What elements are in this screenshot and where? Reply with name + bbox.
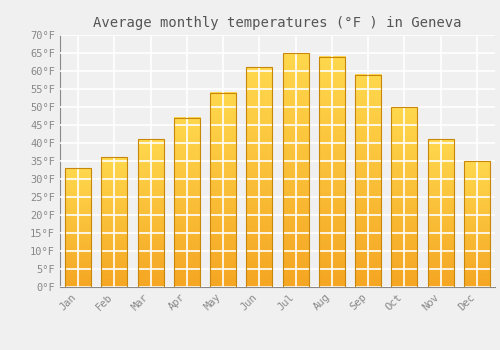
- Bar: [464, 161, 490, 287]
- Bar: [210, 93, 236, 287]
- Title: Average monthly temperatures (°F ) in Geneva: Average monthly temperatures (°F ) in Ge…: [93, 16, 462, 30]
- Bar: [319, 57, 345, 287]
- Bar: [65, 168, 91, 287]
- Bar: [174, 118, 200, 287]
- Bar: [282, 53, 308, 287]
- Bar: [428, 139, 454, 287]
- Bar: [246, 68, 272, 287]
- Bar: [102, 158, 128, 287]
- Bar: [355, 75, 381, 287]
- Bar: [392, 107, 417, 287]
- Bar: [138, 139, 164, 287]
